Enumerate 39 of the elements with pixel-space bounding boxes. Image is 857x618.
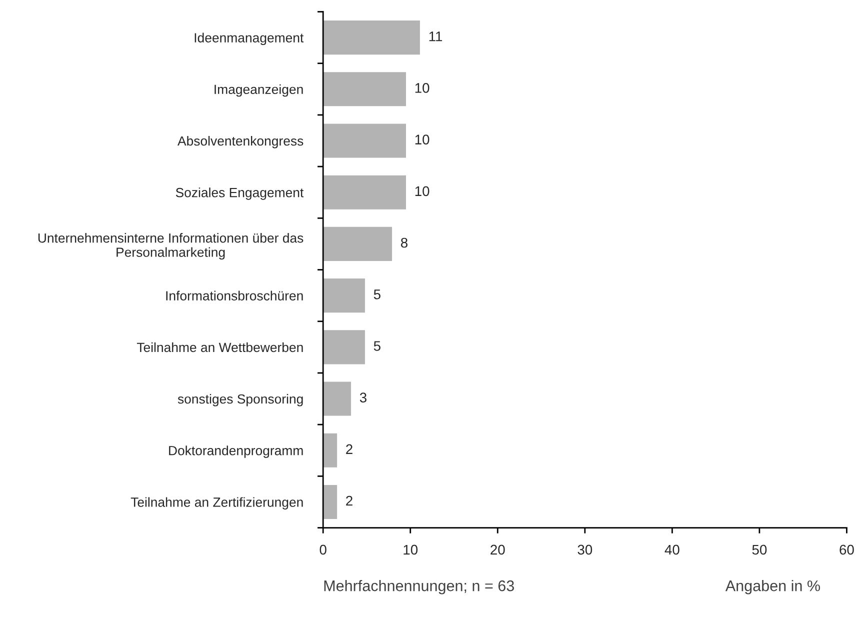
x-tick-label: 10 — [404, 544, 418, 555]
data-label: 10 — [415, 186, 430, 196]
bar — [323, 382, 352, 416]
y-tick-label: Absolventenkongress — [178, 136, 304, 148]
y-tick-label: Soziales Engagement — [176, 188, 304, 200]
x-tick-label: 20 — [490, 544, 505, 555]
data-label: 2 — [346, 496, 352, 506]
y-tick-label: Teilnahme an Wettbewerben — [136, 342, 303, 352]
y-tick-label: sonstiges Sponsoring — [178, 394, 303, 406]
data-label: 11 — [429, 32, 442, 42]
y-tick-label: Imageanzeigen — [214, 84, 303, 97]
bar — [323, 484, 338, 519]
bar — [323, 20, 420, 55]
x-tick-label: 60 — [840, 544, 854, 555]
x-tick-label: 30 — [578, 544, 592, 555]
bar — [323, 226, 392, 261]
data-label: 3 — [360, 392, 366, 402]
data-label: 10 — [415, 83, 430, 93]
bar — [323, 175, 406, 210]
bar — [323, 124, 406, 158]
y-tick-label: Doktorandenprogramm — [169, 446, 303, 458]
data-label: 5 — [374, 290, 380, 300]
data-label: 2 — [346, 444, 352, 454]
data-label: 10 — [415, 134, 430, 144]
data-label: 8 — [400, 238, 408, 248]
y-tick-label: Ideenmanagement — [194, 32, 304, 46]
text: Mehrfachnennungen; n = 63 — [324, 580, 514, 594]
x-tick-label: 50 — [752, 544, 767, 555]
data-label: 5 — [374, 341, 380, 351]
bar — [323, 72, 406, 106]
y-tick-label: Teilnahme an Zertifizierungen — [130, 497, 303, 510]
bar — [323, 330, 365, 364]
bar — [323, 433, 338, 468]
y-tick-label: Informationsbroschüren — [166, 290, 303, 300]
text: Angaben in % — [725, 580, 820, 594]
bar — [323, 278, 365, 313]
x-tick-label: 0 — [320, 544, 326, 555]
y-tick-label: Unternehmensinterne Informationen über das Personalmarketing — [38, 233, 304, 260]
x-tick-label: 40 — [664, 544, 680, 555]
